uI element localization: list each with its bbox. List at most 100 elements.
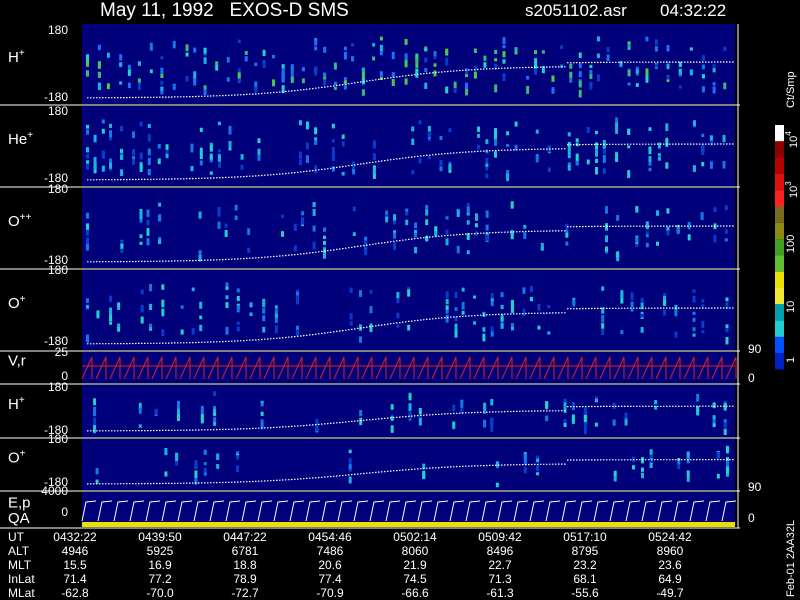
spectrum-cell	[494, 128, 498, 135]
spectrum-cell	[185, 52, 189, 57]
y-tick-label: 180	[48, 23, 68, 37]
spectrum-cell	[692, 295, 696, 303]
spectrum-cell	[333, 62, 337, 70]
spectrum-cell	[175, 453, 179, 462]
spectrum-cell	[514, 47, 518, 52]
spectrum-cell	[119, 62, 123, 67]
trace-line	[87, 61, 734, 99]
spectrum-cell	[333, 86, 337, 90]
spectrum-cell	[137, 78, 141, 83]
spectrum-cell	[589, 74, 593, 79]
spectrum-cell	[361, 67, 365, 75]
spectrum-cell	[262, 326, 266, 333]
spectrum-cell	[418, 414, 422, 421]
spectrum-cell	[495, 482, 499, 488]
spectrum-cell	[369, 306, 373, 314]
spectrum-cell	[578, 63, 582, 69]
spectrum-cell	[563, 398, 567, 403]
spectrum-cell	[724, 238, 728, 242]
spectrum-cell	[372, 145, 376, 149]
colorbar-cell	[775, 336, 784, 354]
spectrum-cell	[595, 130, 599, 135]
spectrum-cell	[86, 147, 89, 153]
spectrum-cell	[225, 326, 229, 335]
spectrum-cell	[203, 467, 207, 473]
spectrum-cell	[224, 223, 228, 228]
spectrum-cell	[461, 302, 465, 310]
spectrum-cell	[209, 144, 213, 152]
spectrum-cell	[290, 72, 294, 80]
spectrum-cell	[257, 154, 261, 161]
spectrum-cell	[361, 72, 365, 81]
cell: 0447:22	[223, 530, 267, 544]
spectrum-cell	[427, 133, 431, 138]
spectrum-cell	[635, 83, 639, 87]
spectrum-cell	[615, 153, 619, 161]
spectrum-cell	[545, 415, 549, 422]
spectrum-cell	[147, 157, 151, 166]
spectrum-cell	[665, 139, 669, 147]
spectrum-cell	[408, 413, 412, 420]
spectrum-cell	[723, 428, 727, 435]
spectrum-cell	[411, 126, 415, 132]
spectrum-cell	[244, 50, 248, 55]
spectrum-cell	[583, 417, 587, 423]
spectrum-cell	[217, 154, 221, 162]
title: May 11, 1992 EXOS-D SMS	[100, 0, 349, 21]
spectrum-cell	[640, 472, 644, 479]
spectrum-cell	[602, 145, 606, 149]
spectrum-cell	[351, 43, 355, 47]
spectrum-cell	[615, 117, 619, 124]
spectrum-cell	[312, 208, 316, 217]
spectrum-cell	[433, 70, 437, 77]
cell: -61.3	[486, 586, 514, 600]
spectrum-cell	[396, 291, 400, 299]
row-name: UT	[8, 530, 25, 544]
spectrum-cell	[343, 51, 347, 60]
cell: -49.7	[656, 586, 684, 600]
spectrum-cell	[482, 327, 486, 332]
spectrum-cell	[567, 153, 571, 159]
spectrum-cell	[411, 138, 415, 146]
spectrum-cell	[583, 426, 587, 435]
colorbar-tick-sup: 4	[784, 131, 793, 136]
spectrum-cell	[500, 322, 504, 329]
panel	[82, 385, 735, 437]
spectrum-cell	[298, 120, 302, 126]
spectrum-cell	[620, 290, 624, 298]
spectrum-cell	[657, 153, 661, 157]
cell: 0432:22	[53, 530, 97, 544]
spectrum-cell	[571, 414, 575, 420]
spectrum-cell	[260, 400, 264, 405]
spectrum-cell	[494, 58, 498, 62]
spectrum-cell	[379, 76, 383, 80]
spectrum-cell	[510, 231, 514, 240]
spectrum-cell	[569, 63, 573, 69]
spectrum-cell	[578, 89, 582, 98]
spectrum-cell	[529, 296, 533, 302]
panel	[82, 106, 735, 186]
panel	[82, 24, 735, 104]
spectrum-cell	[485, 139, 489, 144]
trace-line	[87, 459, 734, 485]
spectrum-cell	[95, 467, 99, 475]
row-name: MLT	[8, 558, 32, 572]
spectrum-cell	[541, 66, 545, 74]
spectrum-cell	[157, 143, 161, 149]
spectrum-cell	[560, 45, 564, 49]
spectrum-cell	[454, 307, 458, 311]
spectrum-cell	[500, 316, 504, 321]
spectrum-cell	[541, 50, 545, 54]
spectrum-cell	[482, 333, 486, 342]
spectrum-cell	[589, 64, 593, 69]
spectrum-cell	[385, 216, 389, 223]
spectrum-cell	[567, 162, 571, 167]
spectrum-cell	[314, 46, 318, 51]
spectrum-cell	[216, 464, 220, 469]
spectrum-cell	[445, 57, 449, 66]
panel	[82, 352, 735, 383]
spectrum-cell	[502, 59, 506, 64]
spectrum-cell	[281, 68, 285, 76]
spectrum-cell	[93, 162, 97, 170]
spectrum-cell	[86, 212, 89, 219]
